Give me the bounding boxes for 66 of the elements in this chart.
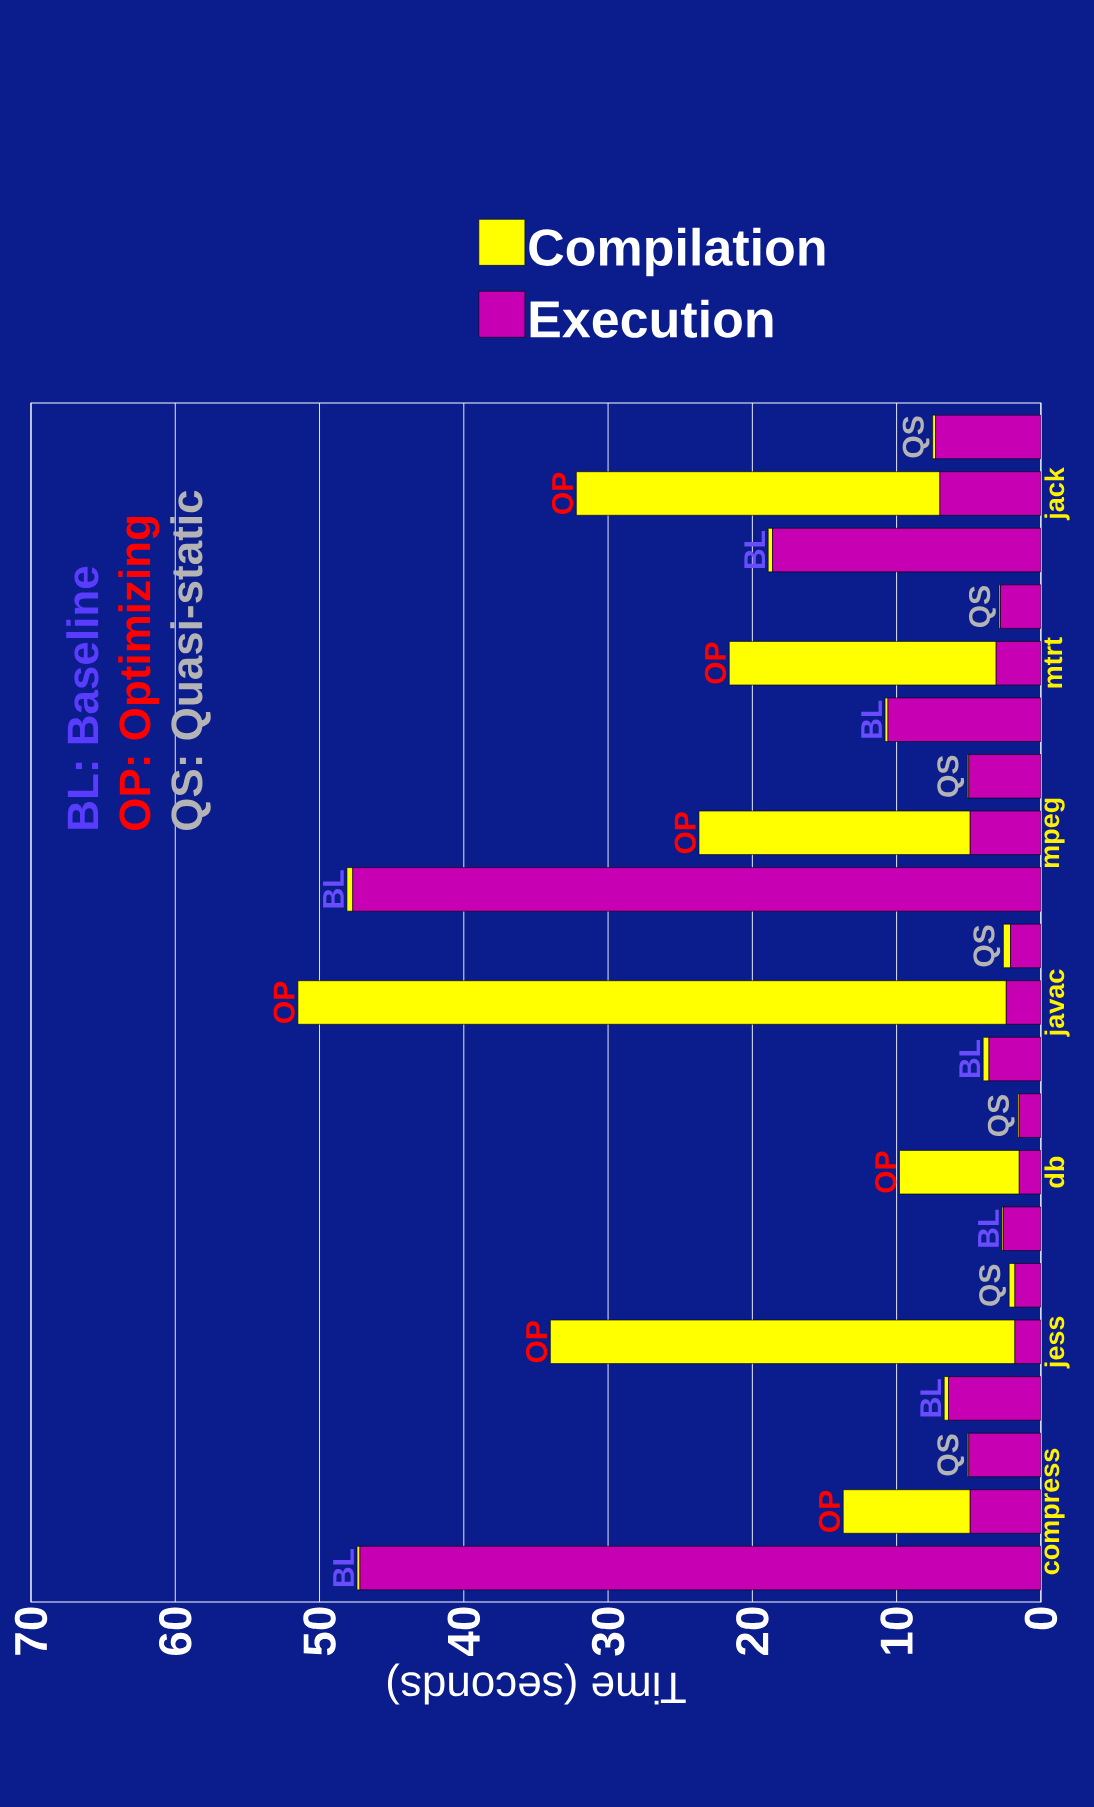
bar	[772, 527, 1041, 573]
bar	[968, 754, 1041, 799]
bar	[969, 1489, 1041, 1534]
bar	[968, 1432, 1041, 1478]
bar	[1005, 980, 1041, 1025]
legend-label: Compilation	[529, 227, 825, 277]
annotation: OP	[674, 812, 696, 854]
annotation: QS	[937, 1434, 965, 1476]
bar	[1000, 584, 1041, 629]
bar	[728, 641, 997, 686]
bar	[842, 1489, 971, 1534]
annotation: QS	[902, 416, 930, 458]
annotation: QS: Quasi-static	[170, 490, 211, 830]
y-tick-label: jess	[1044, 1316, 1070, 1369]
bar	[939, 471, 1041, 516]
x-tick-label: 60	[158, 1607, 192, 1656]
x-tick-label: 40	[447, 1607, 481, 1657]
y-tick-label: mpeg	[1044, 798, 1065, 868]
x-axis-title: Time (seconds)	[387, 1663, 686, 1705]
annotation: QS	[968, 586, 996, 628]
annotation: BL	[920, 1379, 942, 1417]
y-tick-label: javac	[1044, 969, 1070, 1037]
annotation: OP	[875, 1151, 897, 1193]
annotation: BL	[323, 870, 344, 908]
x-tick-label: 70	[14, 1607, 48, 1655]
x-tick-label: 30	[591, 1607, 625, 1656]
annotation: BL	[744, 530, 766, 569]
annotation: OP	[704, 642, 727, 684]
annotation: OP: Optimizing	[118, 516, 160, 830]
annotation: QS	[937, 755, 965, 797]
bar	[359, 1546, 1041, 1591]
annotation: QS	[973, 925, 1001, 967]
y-tick-label: jack	[1044, 467, 1070, 521]
x-tick-label: 0	[1024, 1607, 1058, 1630]
bar	[948, 1376, 1041, 1421]
bar	[576, 471, 941, 516]
bar	[1010, 923, 1041, 969]
legend-label: Execution	[530, 299, 773, 338]
annotation: BL	[959, 1039, 980, 1078]
bar	[969, 810, 1041, 855]
annotation: QS	[979, 1264, 1006, 1306]
y-tick-label: compress	[1044, 1448, 1065, 1575]
bar	[1018, 1093, 1041, 1138]
annotation: QS	[987, 1095, 1015, 1137]
annotation: OP	[818, 1490, 841, 1532]
bar	[899, 1150, 1020, 1195]
bar	[988, 1036, 1041, 1082]
annotation: OP	[551, 472, 574, 514]
annotation: BL	[861, 700, 882, 738]
bar	[995, 641, 1041, 686]
y-tick-label: mtrt	[1044, 637, 1063, 688]
x-tick-label: 20	[736, 1607, 769, 1656]
bar	[887, 697, 1041, 742]
bar	[352, 867, 1041, 912]
bar	[935, 414, 1041, 460]
bar	[698, 810, 971, 855]
bar	[1003, 1206, 1041, 1251]
x-tick-label: 10	[880, 1607, 913, 1654]
x-tick-label: 50	[303, 1607, 336, 1656]
annotation: BL	[333, 1549, 354, 1587]
annotation: OP	[273, 981, 295, 1023]
annotation: BL: Baseline	[66, 566, 99, 829]
annotation: BL	[978, 1209, 999, 1247]
annotation: OP	[525, 1321, 548, 1363]
y-tick-label: db	[1044, 1156, 1065, 1188]
bar	[550, 1319, 1016, 1364]
